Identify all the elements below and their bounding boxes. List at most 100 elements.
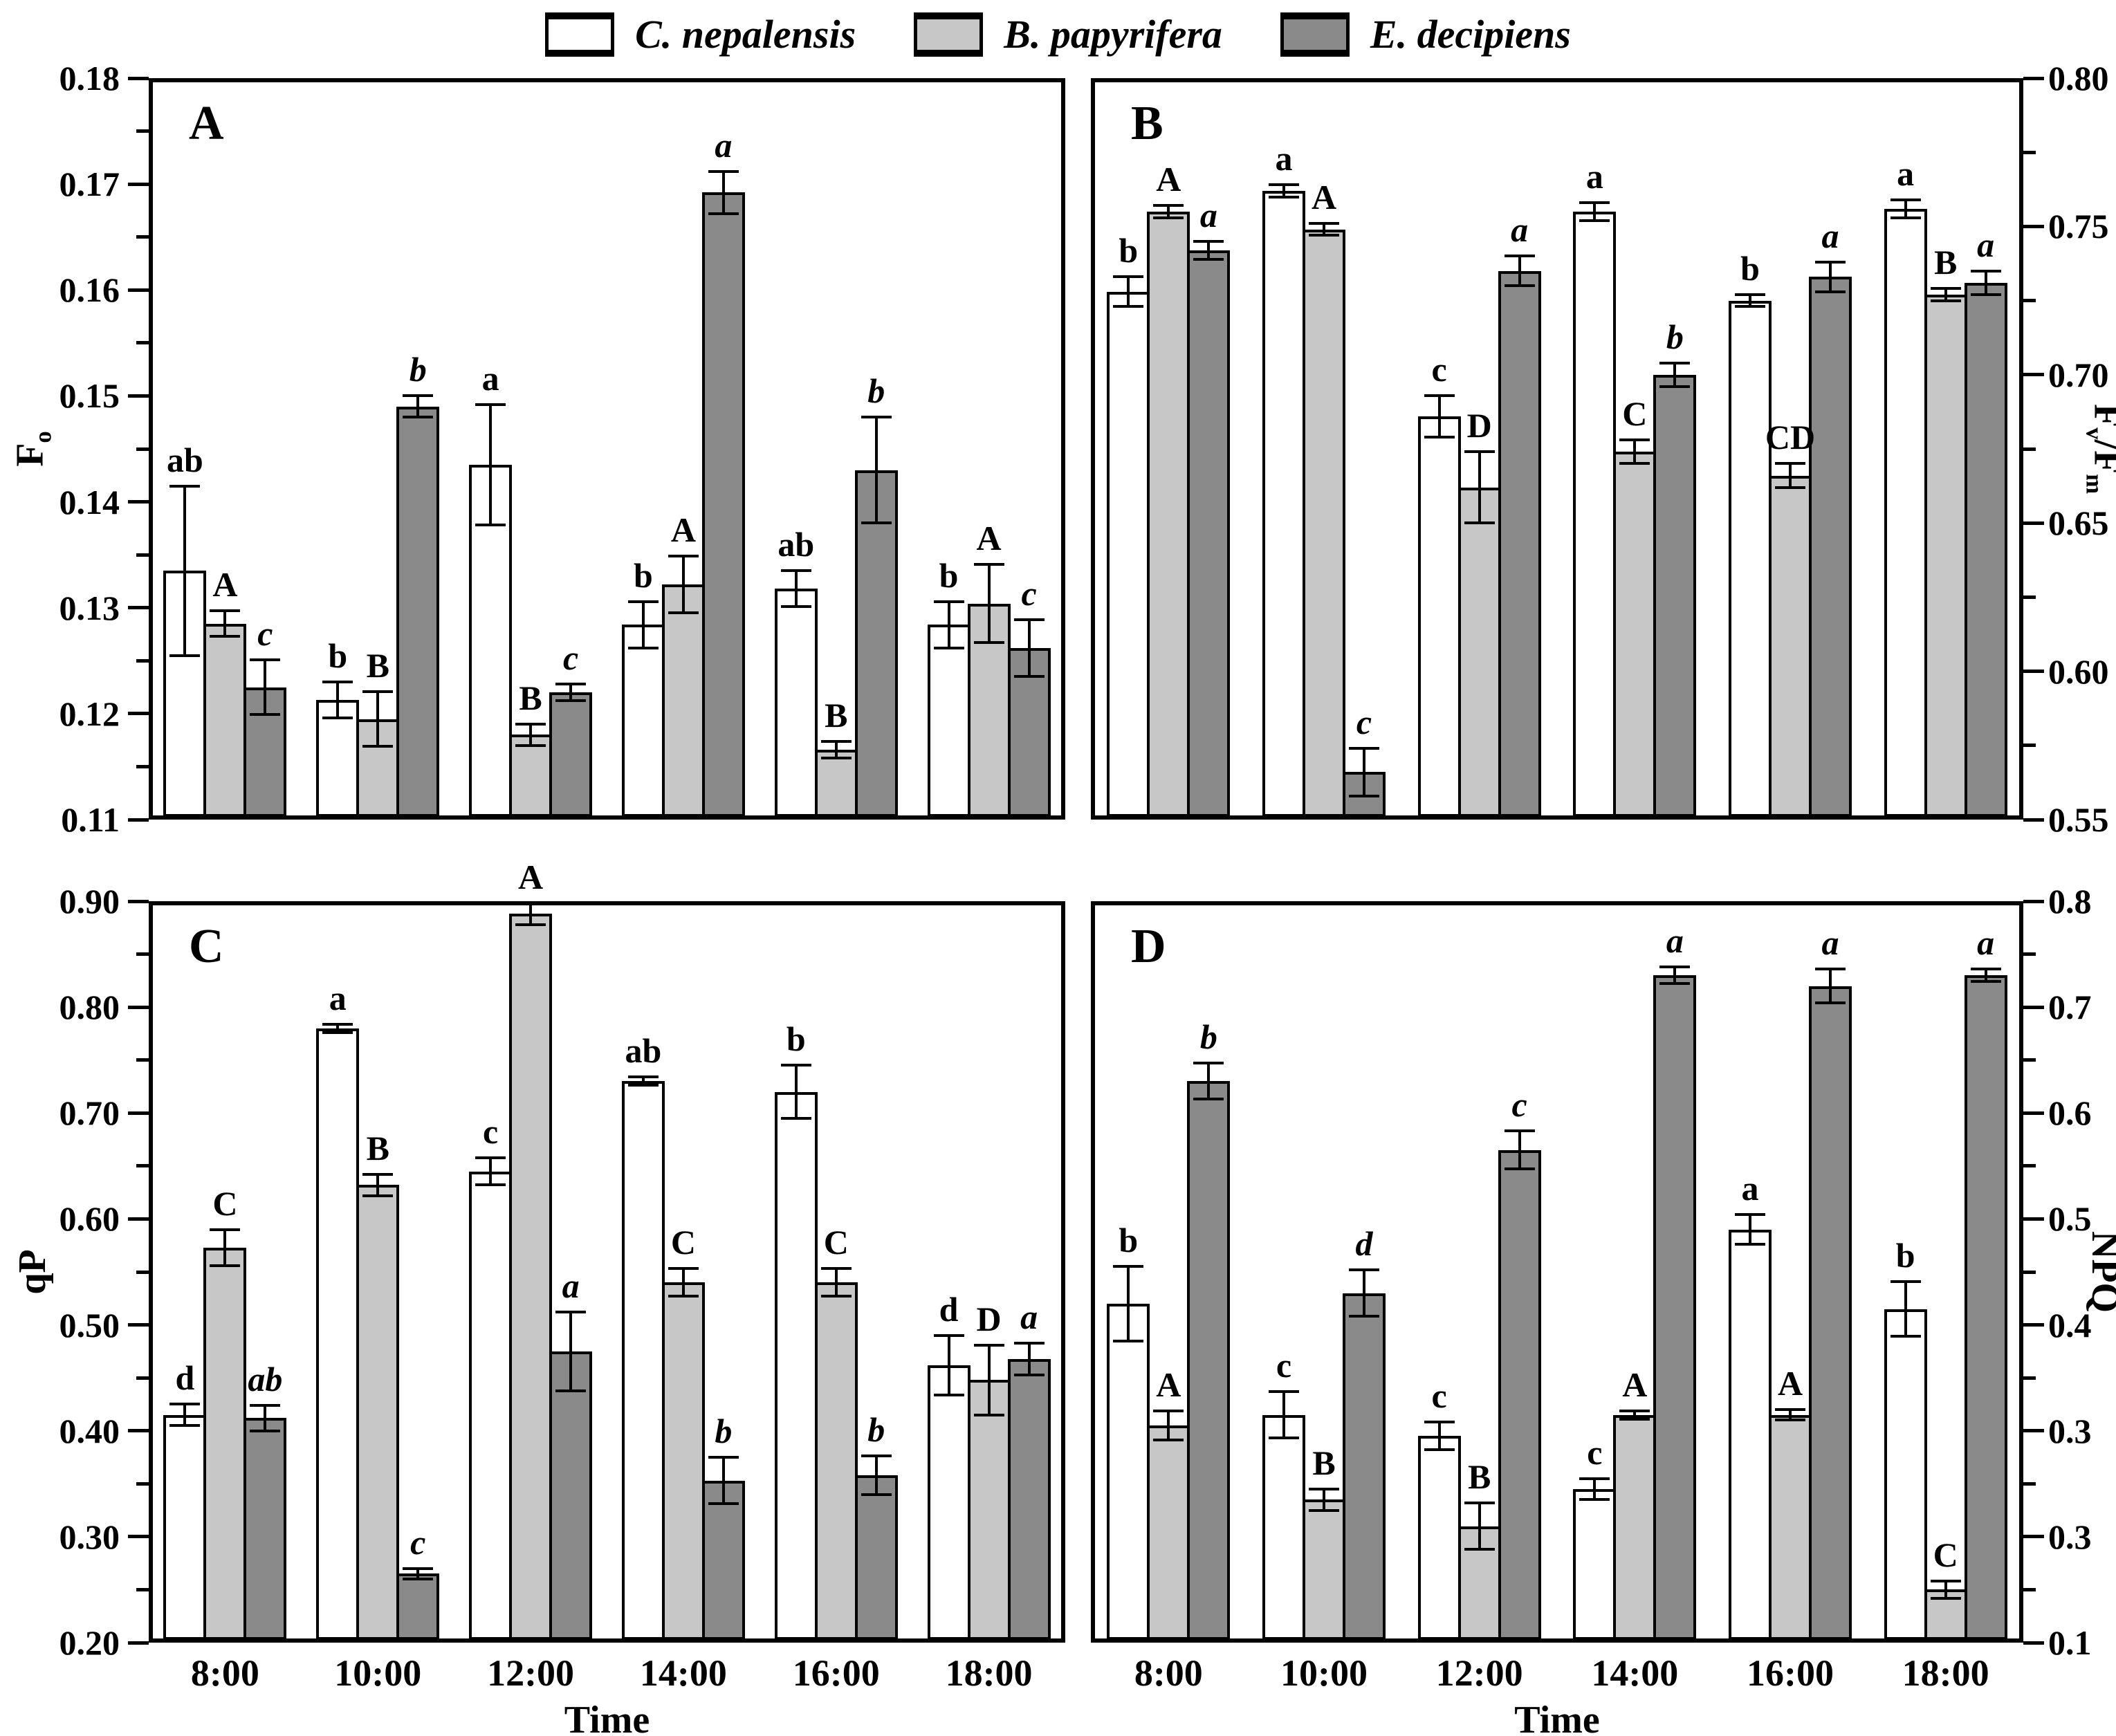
sig-label: c [562,638,579,677]
error-cap-bottom [515,923,546,926]
error-bar [1673,966,1677,984]
y-axis-title-part: o [29,431,57,443]
sig-label: a [1585,157,1603,196]
bar-B-8:00-series3 [1187,250,1231,817]
error-cap-top [973,562,1004,566]
error-cap-bottom [555,1389,587,1392]
y-major-tick [128,899,149,903]
sig-label: C [212,1183,238,1223]
error-cap-bottom [169,1424,201,1428]
y-minor-tick [136,235,149,239]
sig-label: a [1511,210,1529,250]
error-bar [987,564,991,643]
y-axis-title-part: v [2081,427,2108,440]
y-axis-title-C: qP [10,1249,55,1294]
y-minor-tick [136,447,149,451]
sig-label: b [1119,231,1139,270]
bar-C-10:00-series3 [396,1573,440,1640]
bar-A-14:00-series3 [701,192,745,817]
y-tick-label: 0.13 [59,588,120,627]
x-tick-label: 16:00 [792,1652,880,1694]
error-cap-top [250,1403,281,1407]
error-cap-bottom [1464,521,1495,525]
error-bar [721,171,725,214]
error-bar [1904,199,1907,218]
bar-B-16:00-series3 [1809,277,1852,817]
sig-label: A [1622,1365,1648,1404]
sig-label: a [481,358,499,398]
bar-B-10:00-series1 [1262,190,1305,817]
panel-B-plot [1091,78,2023,820]
bar-B-14:00-series3 [1653,374,1697,817]
error-bar [1323,1488,1325,1511]
sig-label: b [786,1019,806,1059]
y-axis-title-part: NPQ [2083,1230,2116,1313]
y-major-tick [128,1535,149,1539]
bar-C-8:00-series2 [203,1247,247,1640]
y-major-tick [2023,1535,2044,1539]
bar-A-12:00-series3 [549,692,593,817]
error-cap-top [169,1403,201,1406]
error-bar [1167,205,1170,218]
x-tick-label: 8:00 [190,1652,259,1694]
bar-C-10:00-series1 [316,1028,360,1640]
sig-label: c [1276,1346,1292,1385]
y-minor-tick [2023,1587,2036,1591]
sig-label: b [1895,1235,1915,1275]
y-axis-title-part: /F [2086,439,2116,474]
legend-label-c-nepalensis: C. nepalensis [635,12,856,57]
error-cap-top [1890,198,1921,201]
sig-label: A [1777,1364,1803,1403]
error-bar [1282,185,1285,197]
y-minor-tick [136,1270,149,1274]
y-tick-label: 0.14 [59,482,120,521]
y-tick-label: 0.50 [59,1305,120,1345]
sig-label: c [1431,1376,1447,1416]
error-cap-top [403,1567,434,1570]
error-cap-top [210,1228,241,1231]
error-cap-bottom [1775,486,1805,489]
error-cap-bottom [1659,385,1691,388]
bar-D-14:00-series1 [1573,1488,1617,1640]
error-cap-bottom [1619,462,1650,465]
error-bar [1593,1478,1597,1500]
y-major-tick [128,182,149,186]
error-bar [569,1312,573,1391]
y-major-tick [128,1111,149,1115]
error-bar [1984,270,1987,295]
error-cap-bottom [1113,1339,1144,1342]
bar-A-16:00-series1 [774,589,818,817]
error-cap-top [780,569,811,573]
y-major-tick [128,1429,149,1433]
error-cap-bottom [1193,257,1224,261]
y-tick-label: 0.7 [2048,988,2092,1027]
y-major-tick [128,712,149,716]
y-tick-label: 0.1 [2048,1623,2092,1662]
error-bar [794,571,798,607]
bar-D-16:00-series2 [1769,1414,1812,1640]
y-major-tick [128,606,149,610]
bar-C-18:00-series3 [1007,1358,1051,1640]
error-cap-top [1775,1408,1805,1412]
error-bar [1829,261,1832,292]
error-bar [1363,748,1365,796]
error-cap-top [1579,1477,1610,1480]
error-cap-bottom [1153,216,1184,219]
sig-label: a [1897,154,1915,193]
error-bar [834,1268,838,1297]
bar-B-18:00-series1 [1884,208,1927,817]
bar-A-18:00-series1 [927,625,970,817]
error-cap-top [1970,269,2001,273]
y-major-tick [2023,373,2044,377]
sig-label: A [212,565,238,604]
error-cap-bottom [1504,284,1535,288]
error-cap-bottom [973,1413,1004,1416]
error-bar [264,1405,267,1431]
error-cap-top [973,1343,1004,1347]
y-tick-label: 0.4 [2048,1305,2092,1345]
sig-label: B [1467,1457,1491,1496]
error-cap-bottom [780,1116,811,1120]
error-bar [529,903,533,925]
sig-label: c [1356,703,1372,742]
bar-B-18:00-series3 [1964,282,2007,817]
